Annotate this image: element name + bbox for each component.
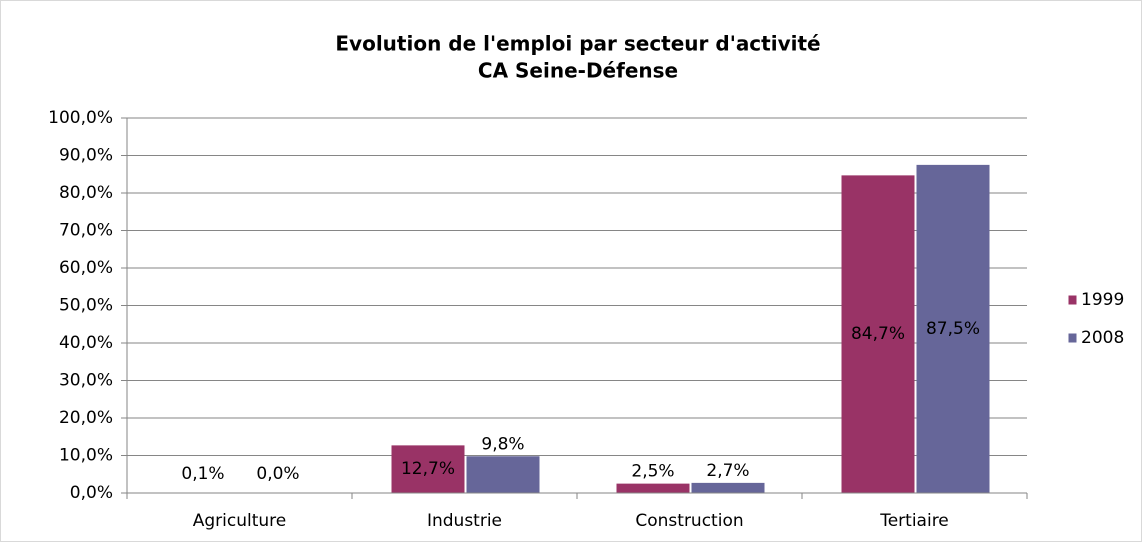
- bar: [691, 482, 765, 493]
- bar: [841, 175, 915, 493]
- chart-subtitle: CA Seine-Défense: [478, 59, 678, 83]
- data-label: 2,7%: [706, 461, 749, 481]
- bar: [616, 483, 690, 493]
- x-tick-label: Tertiaire: [879, 511, 949, 531]
- y-tick-label: 70,0%: [59, 221, 113, 241]
- data-label: 84,7%: [851, 324, 905, 344]
- y-tick-label: 20,0%: [59, 408, 113, 428]
- legend-swatch: [1067, 294, 1078, 306]
- y-tick-label: 60,0%: [59, 258, 113, 278]
- data-label: 0,0%: [256, 464, 299, 484]
- y-tick-label: 0,0%: [70, 483, 113, 503]
- y-tick-label: 90,0%: [59, 146, 113, 166]
- y-tick-label: 30,0%: [59, 371, 113, 391]
- x-tick-label: Agriculture: [193, 511, 287, 531]
- data-label: 2,5%: [631, 462, 674, 482]
- y-tick-label: 10,0%: [59, 446, 113, 466]
- legend-swatch: [1067, 332, 1078, 344]
- y-tick-label: 40,0%: [59, 333, 113, 353]
- data-label: 87,5%: [926, 319, 980, 339]
- data-label: 0,1%: [181, 464, 224, 484]
- y-tick-label: 50,0%: [59, 296, 113, 316]
- bar: [466, 456, 540, 493]
- legend-label: 2008: [1081, 328, 1124, 348]
- y-tick-label: 100,0%: [48, 108, 113, 128]
- y-tick-label: 80,0%: [59, 183, 113, 203]
- bar: [391, 445, 465, 493]
- data-label: 9,8%: [481, 434, 524, 454]
- chart-title: Evolution de l'emploi par secteur d'acti…: [335, 32, 820, 56]
- bar: [916, 164, 990, 493]
- x-tick-label: Industrie: [427, 511, 502, 531]
- legend-label: 1999: [1081, 290, 1124, 310]
- x-tick-label: Construction: [635, 511, 743, 531]
- data-label: 12,7%: [401, 459, 455, 479]
